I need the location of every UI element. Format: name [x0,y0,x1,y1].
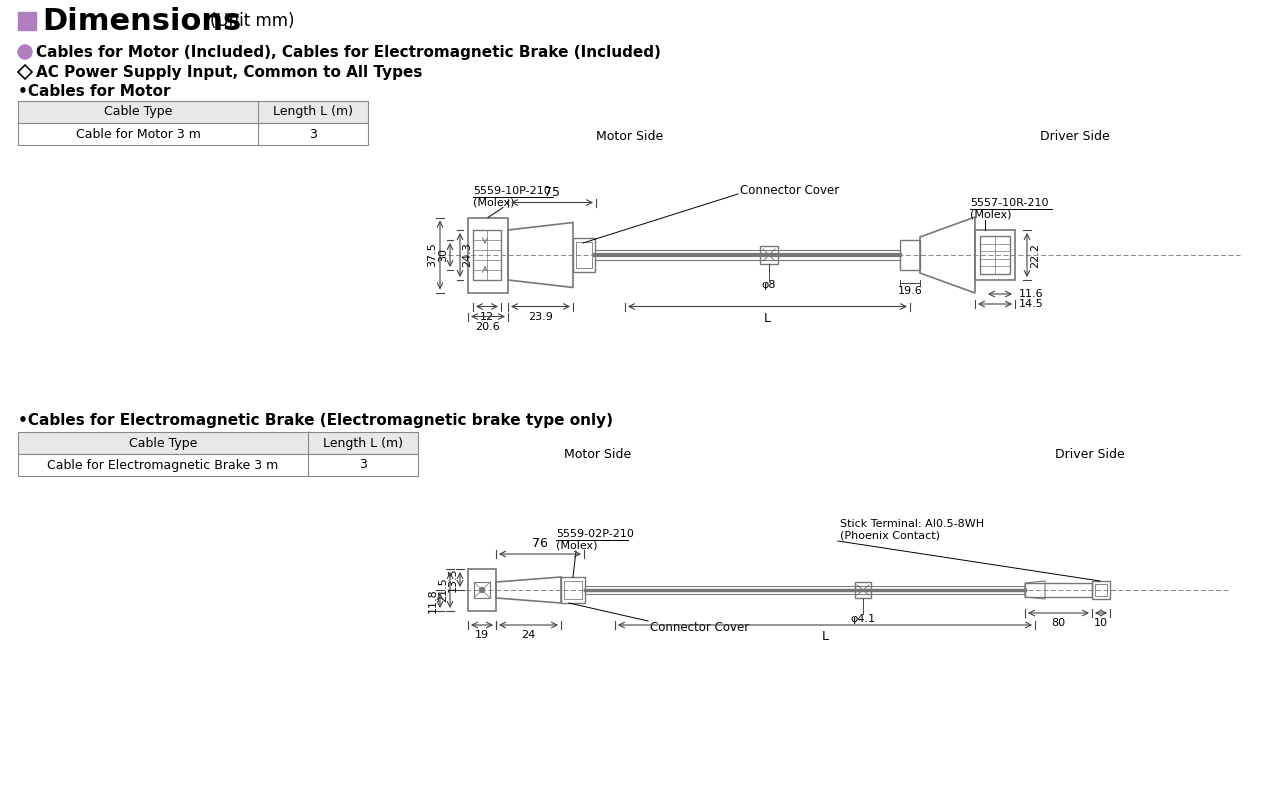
Text: 3: 3 [308,127,317,141]
Bar [468,569,497,611]
Text: Connector Cover: Connector Cover [740,184,840,196]
Bar [573,238,595,272]
Text: Length L (m): Length L (m) [323,436,403,449]
Text: Cable for Electromagnetic Brake 3 m: Cable for Electromagnetic Brake 3 m [47,459,279,471]
Text: 80: 80 [1051,618,1065,628]
Bar [18,101,369,123]
Text: 20.6: 20.6 [476,321,500,332]
Bar [900,240,920,270]
Text: 23.9: 23.9 [529,312,553,321]
Text: Cable for Motor 3 m: Cable for Motor 3 m [76,127,201,141]
Text: 21.5: 21.5 [438,578,448,603]
Text: Cable Type: Cable Type [129,436,197,449]
Text: Driver Side: Driver Side [1041,130,1110,144]
Bar [1092,581,1110,599]
Bar [855,582,870,598]
Bar [468,218,508,293]
Text: •Cables for Motor: •Cables for Motor [18,83,170,99]
Text: 76: 76 [532,537,548,550]
Text: 75: 75 [544,185,561,199]
Bar [474,230,500,280]
Text: 3: 3 [360,459,367,471]
Text: Cable Type: Cable Type [104,106,173,118]
Text: 5557-10R-210
(Molex): 5557-10R-210 (Molex) [970,198,1048,219]
Bar [1094,584,1107,596]
Text: (Unit mm): (Unit mm) [210,12,294,30]
Bar [576,242,591,268]
Text: AC Power Supply Input, Common to All Types: AC Power Supply Input, Common to All Typ… [36,64,422,80]
Text: Connector Cover: Connector Cover [650,621,749,634]
Bar [18,432,419,454]
Text: •Cables for Electromagnetic Brake (Electromagnetic brake type only): •Cables for Electromagnetic Brake (Elect… [18,413,613,428]
Text: 37.5: 37.5 [428,242,436,267]
Text: 13.5: 13.5 [448,567,458,591]
Bar [760,246,778,264]
Text: 24: 24 [521,630,535,640]
Bar [474,582,490,598]
Text: 19.6: 19.6 [897,286,923,296]
Text: 30: 30 [438,248,448,262]
Text: Motor Side: Motor Side [596,130,663,144]
Bar [980,236,1010,274]
Text: 5559-10P-210
(Molex): 5559-10P-210 (Molex) [474,185,550,207]
Text: 22.2: 22.2 [1030,242,1039,267]
Bar [18,454,419,476]
Text: 10: 10 [1094,618,1108,628]
Bar [975,230,1015,280]
Text: 5559-02P-210
(Molex): 5559-02P-210 (Molex) [556,529,634,551]
Bar [18,123,369,145]
Text: φ8: φ8 [762,280,776,290]
Text: 11.6: 11.6 [1019,289,1043,299]
Bar [18,12,36,30]
Bar [561,577,585,603]
Text: φ4.1: φ4.1 [850,614,876,624]
Text: Stick Terminal: AI0.5-8WH
(Phoenix Contact): Stick Terminal: AI0.5-8WH (Phoenix Conta… [840,519,984,541]
Circle shape [18,45,32,59]
Text: 12: 12 [480,312,494,321]
Bar [564,581,582,599]
Text: L: L [822,630,828,643]
Bar [1025,583,1092,597]
Text: 24.3: 24.3 [462,242,472,267]
Text: Dimensions: Dimensions [42,6,241,36]
Text: 11.8: 11.8 [428,588,438,613]
Text: Cables for Motor (Included), Cables for Electromagnetic Brake (Included): Cables for Motor (Included), Cables for … [36,45,660,60]
Text: Driver Side: Driver Side [1055,448,1125,462]
Text: 19: 19 [475,630,489,640]
Text: Motor Side: Motor Side [564,448,631,462]
Text: Length L (m): Length L (m) [273,106,353,118]
Text: 14.5: 14.5 [1019,299,1043,309]
Text: L: L [764,312,771,324]
Circle shape [480,588,485,592]
